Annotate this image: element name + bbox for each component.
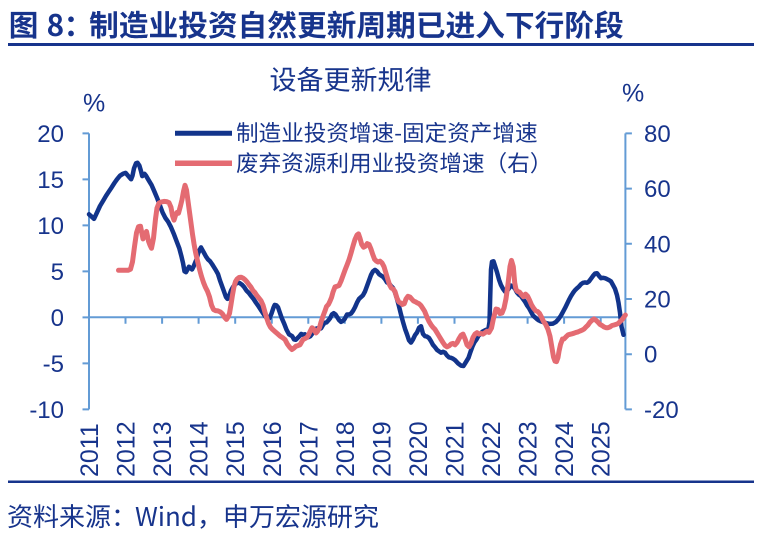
svg-text:5: 5 <box>51 259 64 286</box>
svg-text:-5: -5 <box>43 351 64 378</box>
svg-text:2020: 2020 <box>405 421 433 477</box>
svg-text:60: 60 <box>644 176 671 203</box>
svg-text:-10: -10 <box>29 397 64 424</box>
svg-text:2011: 2011 <box>76 423 104 477</box>
svg-text:2018: 2018 <box>332 421 360 477</box>
svg-text:2013: 2013 <box>149 421 177 477</box>
svg-text:%: % <box>622 80 644 108</box>
svg-text:10: 10 <box>37 213 64 240</box>
svg-text:2025: 2025 <box>588 421 616 477</box>
svg-text:2014: 2014 <box>186 421 214 477</box>
svg-text:80: 80 <box>644 121 671 148</box>
svg-text:40: 40 <box>644 231 671 258</box>
svg-text:2019: 2019 <box>368 421 396 477</box>
svg-text:2016: 2016 <box>259 421 287 477</box>
svg-text:20: 20 <box>37 121 64 148</box>
svg-text:2021: 2021 <box>442 421 470 477</box>
svg-text:2022: 2022 <box>478 421 506 477</box>
svg-text:2024: 2024 <box>551 421 579 477</box>
svg-text:0: 0 <box>51 305 64 332</box>
svg-text:-20: -20 <box>644 397 679 424</box>
svg-text:2023: 2023 <box>515 421 543 477</box>
svg-text:2012: 2012 <box>113 421 141 477</box>
svg-text:0: 0 <box>644 342 657 369</box>
svg-text:%: % <box>83 90 105 118</box>
svg-text:20: 20 <box>644 287 671 314</box>
svg-text:2017: 2017 <box>295 421 323 477</box>
svg-text:2015: 2015 <box>222 421 250 477</box>
svg-text:15: 15 <box>37 167 64 194</box>
